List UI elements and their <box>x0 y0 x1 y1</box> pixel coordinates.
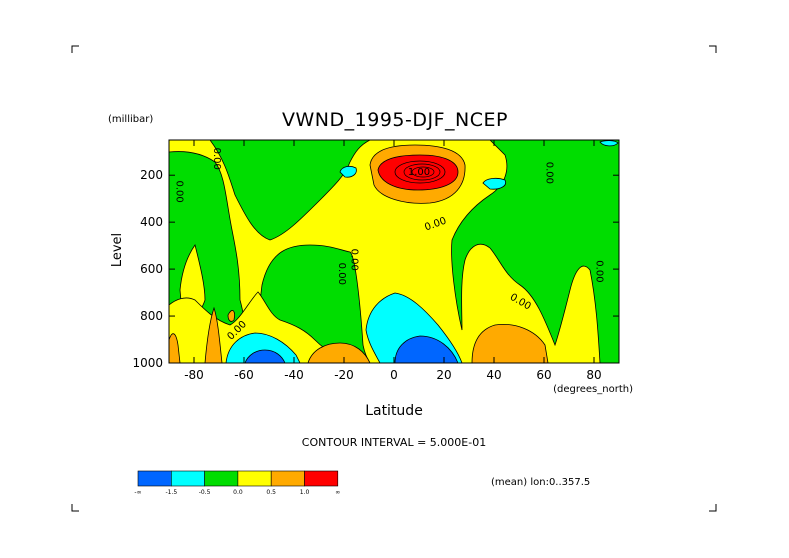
x-tick-label: 80 <box>586 368 601 382</box>
contour-label: 0.00 <box>211 148 222 170</box>
cyan-region-upper-2 <box>482 177 507 190</box>
x-tick-label: 20 <box>436 368 451 382</box>
x-tick-label: 0 <box>390 368 398 382</box>
x-units-label: (degrees_north) <box>553 384 633 395</box>
legend-swatch <box>270 470 305 487</box>
contour-label: 1.00 <box>408 167 430 178</box>
x-tick-label: 40 <box>486 368 501 382</box>
color-legend: -∞ -1.5 -0.5 0.0 0.5 1.0 ∞ <box>134 470 340 496</box>
orange-region-left-edge <box>169 333 181 363</box>
contour-fill-area <box>169 140 619 363</box>
contour-label: 0.00 <box>349 249 360 271</box>
legend-label: -∞ <box>134 489 141 496</box>
contour-interval-text: CONTOUR INTERVAL = 5.000E-01 <box>302 436 486 449</box>
y-axis-label: Level <box>110 233 125 267</box>
crop-marks <box>71 45 717 512</box>
contour-label: 0.00 <box>174 181 185 203</box>
legend-swatch <box>304 470 339 487</box>
blue-region-sh-sfc <box>244 349 286 363</box>
contour-label: 0.00 <box>544 162 555 184</box>
contour-label: 0.00 <box>336 263 347 285</box>
legend-label: -0.5 <box>199 489 211 496</box>
red-jet-core <box>377 154 459 191</box>
orange-region-south <box>204 306 223 363</box>
blue-region-tropics <box>394 335 459 363</box>
chart-title: VWND_1995-DJF_NCEP <box>282 109 508 131</box>
x-tick-label: -80 <box>184 368 204 382</box>
green-region-top-left <box>209 140 371 241</box>
x-axis-label: Latitude <box>365 403 423 419</box>
orange-region-upper-small <box>227 310 235 322</box>
contour-labels: 0.000.000.000.000.001.000.000.000.000.00 <box>174 148 605 343</box>
cyan-region-sh-sfc <box>225 332 301 363</box>
orange-region-southmid <box>307 342 371 363</box>
legend-label: 0.5 <box>266 489 276 496</box>
legend-swatch <box>237 470 272 487</box>
y-tick-label: 800 <box>140 309 163 323</box>
legend-swatch <box>171 470 205 487</box>
x-tick-label: 60 <box>536 368 551 382</box>
cyan-region-upper-3 <box>599 140 619 147</box>
green-region-top-right <box>451 140 619 363</box>
jet-core-contour-1 <box>394 160 446 184</box>
x-tick-label: -40 <box>284 368 304 382</box>
legend-label: ∞ <box>335 489 340 496</box>
y-tick-label: 1000 <box>132 356 163 370</box>
legend-label: 0.0 <box>233 489 243 496</box>
orange-region-nh-sfc <box>471 323 549 363</box>
y-tick-label: 600 <box>140 262 163 276</box>
legend-swatch <box>137 470 172 487</box>
y-tick-label: 400 <box>140 215 163 229</box>
mean-lon-text: (mean) lon:0..357.5 <box>491 477 590 488</box>
legend-label: 1.0 <box>300 489 310 496</box>
y-units-label: (millibar) <box>108 114 153 125</box>
jet-core-contour-2 <box>403 163 441 181</box>
x-axis-ticks: -80 -60 -40 -20 0 20 40 60 80 <box>184 140 602 382</box>
cyan-region-upper-1 <box>339 165 357 178</box>
y-tick-label: 200 <box>140 168 163 182</box>
y-axis-ticks: 200 400 600 800 1000 <box>132 168 619 370</box>
x-tick-label: -20 <box>334 368 354 382</box>
contour-label: 0.00 <box>594 260 605 282</box>
legend-label: -1.5 <box>165 489 177 496</box>
jet-core-contour-3 <box>411 166 435 178</box>
x-tick-label: -60 <box>234 368 254 382</box>
legend-swatch <box>204 470 239 487</box>
